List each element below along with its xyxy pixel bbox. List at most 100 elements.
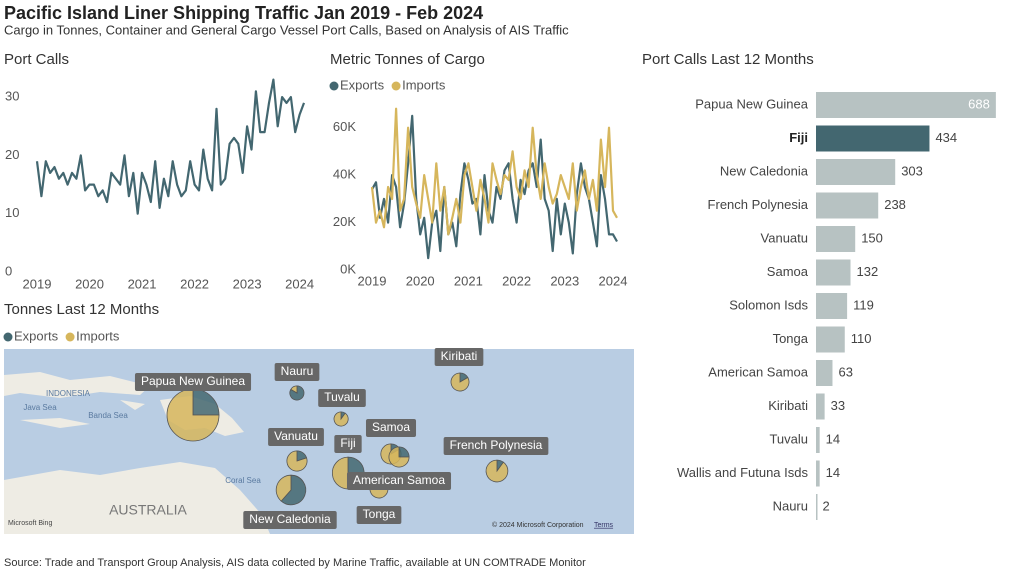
- value-label: 688: [968, 96, 990, 111]
- bar-label: Samoa: [767, 264, 809, 279]
- bar: [816, 326, 845, 353]
- chart-title: Tonnes Last 12 Months: [4, 301, 159, 318]
- land: [4, 462, 270, 534]
- bar-label: American Samoa: [708, 364, 808, 379]
- value-label: 119: [853, 297, 874, 312]
- y-tick-label: 0: [5, 263, 12, 278]
- bar: [816, 125, 930, 152]
- page-subtitle: Cargo in Tonnes, Container and General C…: [4, 22, 569, 37]
- x-tick-label: 2022: [180, 276, 209, 291]
- map-attribution: © 2024 Microsoft Corporation: [492, 521, 584, 529]
- tag-label: Nauru: [281, 364, 314, 378]
- place-label: AUSTRALIA: [109, 502, 187, 518]
- value-label: 238: [884, 197, 906, 212]
- place-tag: Samoa: [365, 419, 417, 437]
- x-tick-label: 2019: [23, 276, 52, 291]
- legend-label: Imports: [76, 328, 120, 343]
- tag-box: [318, 389, 366, 407]
- tag-box: [243, 511, 337, 529]
- tag-label: Kiribati: [441, 349, 478, 363]
- chart-title: Port Calls: [4, 51, 69, 68]
- y-tick-label: 20K: [333, 214, 356, 229]
- place-label: Banda Sea: [88, 411, 128, 420]
- bar-label: Tuvalu: [769, 431, 808, 446]
- place-label: Java Sea: [23, 403, 57, 412]
- value-label: 150: [861, 230, 883, 245]
- value-label: 132: [857, 264, 879, 279]
- land: [20, 400, 145, 428]
- pie-slice: [275, 474, 292, 502]
- pie-slice: [332, 456, 352, 490]
- bar-label: Nauru: [773, 498, 808, 513]
- bar: [816, 192, 879, 219]
- place-tag: Nauru: [274, 363, 320, 381]
- series-line: [370, 107, 618, 236]
- tag-label: Tuvalu: [324, 390, 360, 404]
- place-tag: Kiribati: [434, 348, 484, 366]
- bar: [816, 360, 833, 386]
- x-tick-label: 2021: [128, 276, 157, 291]
- place-tag: French Polynesia: [443, 437, 549, 455]
- x-tick-label: 2022: [502, 273, 531, 288]
- value-label: 14: [826, 465, 840, 480]
- tag-box: [365, 419, 417, 437]
- place-tag: New Caledonia: [243, 511, 337, 529]
- bar: [816, 159, 896, 185]
- tag-box: [434, 348, 484, 366]
- chart-title: Port Calls Last 12 Months: [642, 51, 814, 68]
- value-label: 63: [838, 364, 852, 379]
- chart-title: Metric Tonnes of Cargo: [330, 51, 485, 68]
- bar: [816, 393, 825, 420]
- x-tick-label: 2019: [358, 273, 387, 288]
- bar: [816, 427, 820, 453]
- tag-label: Fiji: [340, 436, 355, 450]
- x-tick-label: 2024: [599, 273, 628, 288]
- land: [4, 372, 150, 398]
- tag-box: [334, 435, 362, 453]
- pie-slice: [166, 388, 220, 442]
- pie-slice: [286, 450, 308, 472]
- y-tick-label: 60K: [333, 119, 356, 134]
- tag-label: Tonga: [363, 507, 396, 521]
- value-label: 2: [823, 498, 830, 513]
- bar-label: Papua New Guinea: [695, 96, 809, 111]
- tag-box: [443, 437, 549, 455]
- bar-label: Kiribati: [768, 398, 808, 413]
- tag-label: New Caledonia: [249, 512, 331, 526]
- place-tag: Vanuatu: [268, 428, 324, 446]
- legend-label: Imports: [402, 77, 446, 92]
- place-tag: Papua New Guinea: [134, 373, 252, 391]
- bar-label: Wallis and Futuna Isds: [677, 465, 809, 480]
- x-tick-label: 2020: [75, 276, 104, 291]
- tag-label: Papua New Guinea: [141, 374, 245, 388]
- value-label: 33: [831, 398, 845, 413]
- pie-slice: [388, 446, 410, 468]
- x-tick-label: 2023: [550, 273, 579, 288]
- pie-slice: [450, 372, 470, 392]
- y-tick-label: 30: [5, 89, 19, 104]
- tag-label: French Polynesia: [450, 438, 543, 452]
- source: Source: Trade and Transport Group Analys…: [4, 557, 586, 569]
- y-tick-label: 20: [5, 147, 19, 162]
- legend-swatch: [391, 81, 401, 91]
- value-label: 110: [851, 331, 872, 346]
- bar: [816, 293, 848, 319]
- tag-box: [274, 363, 320, 381]
- place-tag: Fiji: [334, 435, 362, 453]
- map-terms: Terms: [594, 522, 614, 529]
- value-label: 303: [901, 163, 923, 178]
- x-tick-label: 2020: [406, 273, 435, 288]
- pie-slice: [280, 474, 307, 506]
- y-tick-label: 40K: [333, 167, 356, 182]
- bar: [816, 226, 856, 252]
- value-label: 434: [935, 130, 957, 145]
- legend-swatch: [65, 332, 75, 342]
- bar-label: New Caledonia: [720, 163, 809, 178]
- pie-slice: [290, 385, 298, 394]
- bar: [816, 460, 820, 487]
- tag-label: Samoa: [372, 420, 410, 434]
- bar-label: Solomon Isds: [729, 297, 808, 312]
- x-tick-label: 2021: [454, 273, 483, 288]
- place-label: Coral Sea: [225, 476, 261, 485]
